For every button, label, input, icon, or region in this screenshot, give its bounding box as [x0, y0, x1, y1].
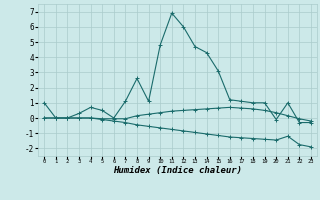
X-axis label: Humidex (Indice chaleur): Humidex (Indice chaleur) — [113, 166, 242, 175]
